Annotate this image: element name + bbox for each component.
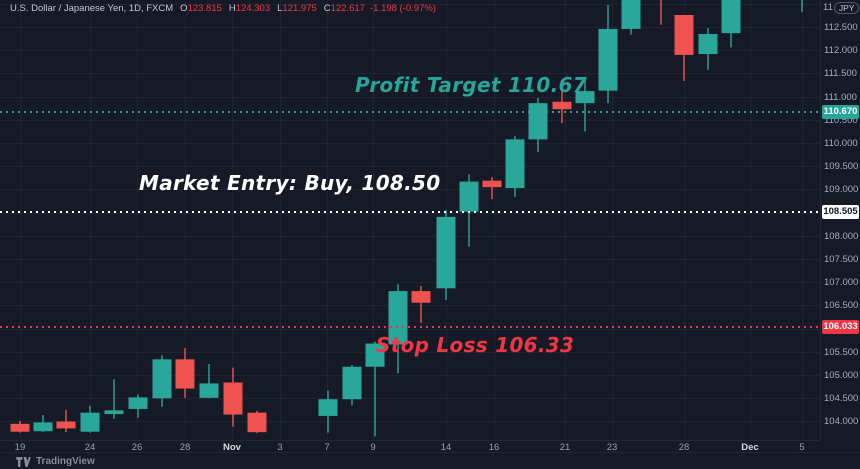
price-tick-label: 112.500 (824, 22, 858, 33)
price-tick-label: 111.500 (824, 68, 857, 79)
price-tick-label: 104.000 (824, 416, 859, 427)
candle (388, 284, 408, 374)
candle (33, 414, 53, 433)
candle (552, 79, 572, 124)
entry-line-badge: 108.505 (822, 205, 859, 219)
candle (10, 421, 30, 433)
ohlc-readout: O123.815 H124.303 L121.975 C122.617 (173, 3, 365, 14)
time-tick-label: 24 (84, 442, 96, 453)
footer: TradingView (0, 452, 860, 469)
price-tick-label: 108.000 (824, 231, 859, 242)
brand-name: TradingView (36, 456, 95, 467)
ohlc-l: L121.975 (277, 3, 317, 14)
price-tick-label: 104.500 (824, 393, 859, 404)
ohlc-o: O123.815 (180, 3, 222, 14)
candlestick-chart (0, 0, 820, 440)
price-tick-label: 111.000 (824, 92, 857, 103)
time-tick-label: 23 (606, 442, 618, 453)
price-tick-label: 109.500 (824, 161, 859, 172)
chart-pane[interactable]: Profit Target 110.67 Market Entry: Buy, 1… (0, 0, 820, 440)
time-tick-label: 7 (324, 442, 330, 453)
price-tick-label: 112.000 (824, 45, 858, 56)
time-tick-label: 3 (277, 442, 283, 453)
candle (175, 348, 195, 398)
price-tick-label: 107.500 (824, 254, 859, 265)
ohlc-h: H124.303 (228, 3, 271, 14)
stop-loss-label[interactable]: Stop Loss 106.33 (376, 333, 575, 357)
candle (80, 405, 100, 433)
candle (575, 79, 595, 132)
profit-target-label[interactable]: Profit Target 110.67 (355, 73, 587, 97)
candle (801, 0, 803, 12)
candle (411, 286, 431, 324)
candle (152, 355, 172, 407)
candle (318, 390, 338, 433)
profit-target-line[interactable] (0, 111, 820, 113)
stop-loss-line-badge: 106.033 (822, 320, 859, 334)
candle (365, 341, 385, 437)
time-tick-label: 5 (799, 442, 805, 453)
currency-toggle-jpy[interactable]: JPY (833, 1, 860, 14)
time-tick-label: 14 (440, 442, 452, 453)
tradingview-logo-link[interactable]: TradingView (16, 456, 95, 467)
candle (199, 363, 219, 399)
candle (482, 176, 502, 200)
candle (505, 136, 525, 197)
candle (459, 174, 479, 247)
candle (56, 409, 76, 433)
price-tick-label: 105.500 (824, 347, 859, 358)
candle (698, 28, 718, 70)
entry-label[interactable]: Market Entry: Buy, 108.50 (139, 171, 441, 195)
time-tick-label: 28 (678, 442, 690, 453)
stop-loss-line[interactable] (0, 326, 820, 328)
candle (247, 410, 267, 434)
profit-target-line-badge: 110.670 (822, 105, 859, 119)
candle (223, 367, 243, 427)
candle (436, 210, 456, 300)
candle (660, 0, 662, 25)
price-axis[interactable]: 11 JPY 3 112.500 112.000 111.500 111.000 110… (820, 0, 860, 440)
candle (621, 0, 641, 35)
time-tick-label: Nov (223, 442, 241, 453)
candle (674, 15, 694, 81)
price-axis-top: 11 JPY 3 (823, 1, 860, 14)
price-tick-label: 110.000 (824, 138, 858, 149)
price-tick-label: 109.000 (824, 184, 859, 195)
candle (598, 4, 618, 104)
price-tick-label: 107.000 (824, 277, 859, 288)
ohlc-c: C122.617 (323, 3, 365, 14)
change-readout: -1.198 (-0.97%) (369, 3, 436, 14)
entry-line[interactable] (0, 211, 820, 213)
tradingview-logo-icon (16, 456, 31, 467)
time-tick-label: 28 (179, 442, 191, 453)
candle (104, 379, 124, 419)
candle (128, 394, 148, 418)
time-tick-label: 26 (131, 442, 143, 453)
time-tick-label: 9 (370, 442, 376, 453)
price-tick-label: 106.500 (824, 300, 859, 311)
candle (342, 364, 362, 406)
time-tick-label: 19 (14, 442, 26, 453)
time-tick-label: 21 (559, 442, 571, 453)
axis-top-left-digits: 11 (823, 2, 833, 13)
candle (721, 0, 741, 48)
grid (0, 0, 820, 440)
price-tick-label: 110.500 (824, 115, 858, 126)
symbol-title[interactable]: U.S. Dollar / Japanese Yen, 1D, FXCM (10, 3, 174, 14)
time-tick-label: Dec (741, 442, 759, 453)
time-tick-label: 16 (488, 442, 500, 453)
price-tick-label: 105.000 (824, 370, 859, 381)
time-axis[interactable]: 19 24 26 28 Nov 3 7 9 14 16 21 23 28 Dec 5 (0, 440, 820, 453)
symbol-legend[interactable]: U.S. Dollar / Japanese Yen, 1D, FXCM O123… (10, 3, 436, 14)
